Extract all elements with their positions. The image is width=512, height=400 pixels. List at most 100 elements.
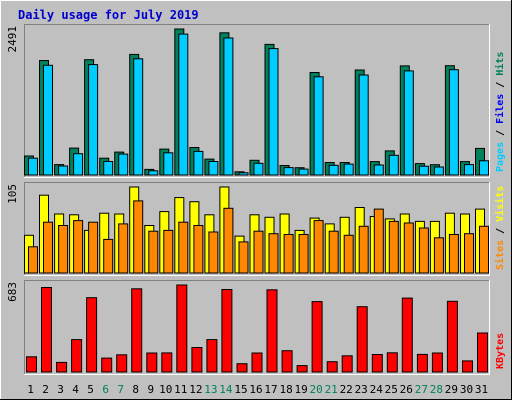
bar-kbytes-kbytes-day-5 xyxy=(86,297,98,373)
bar-visits-sites-day-29 xyxy=(448,234,459,274)
x-tick-label-day-13: 13 xyxy=(204,383,217,396)
x-tick-label-day-16: 16 xyxy=(249,383,262,396)
bar-visits-sites-day-30 xyxy=(464,233,474,274)
bar-hits-files-day-26 xyxy=(403,70,414,176)
bar-hits-files-day-18 xyxy=(283,167,294,176)
legend-part-kbytes-0: KBytes xyxy=(495,333,506,369)
legend-part-visits-2: Visits xyxy=(494,186,506,222)
x-tick-label-day-7: 7 xyxy=(117,383,124,396)
bar-hits-files-day-1 xyxy=(28,157,38,176)
bar-kbytes-kbytes-day-29 xyxy=(446,300,458,373)
bar-kbytes-kbytes-day-30 xyxy=(462,360,473,373)
bar-visits-sites-day-26 xyxy=(403,222,414,274)
bar-visits-sites-day-22 xyxy=(343,234,354,274)
bar-kbytes-kbytes-day-7 xyxy=(116,354,128,373)
x-tick-label-day-12: 12 xyxy=(189,383,202,396)
x-tick-label-day-31: 31 xyxy=(475,383,488,396)
x-tick-label-day-21: 21 xyxy=(325,383,338,396)
bar-kbytes-kbytes-day-17 xyxy=(266,289,278,373)
x-tick-label-day-28: 28 xyxy=(430,383,443,396)
bar-visits-sites-day-17 xyxy=(268,233,279,274)
bar-visits-sites-day-15 xyxy=(238,241,249,274)
bar-visits-sites-day-5 xyxy=(88,221,99,274)
legend-part-hits-1: / xyxy=(495,124,506,142)
x-tick-label-day-29: 29 xyxy=(445,383,458,396)
bar-kbytes-kbytes-day-11 xyxy=(176,284,188,373)
bar-kbytes-kbytes-day-4 xyxy=(71,339,83,373)
bar-visits-sites-day-9 xyxy=(148,230,159,274)
x-tick-label-day-4: 4 xyxy=(72,383,79,396)
x-tick-label-day-30: 30 xyxy=(460,383,473,396)
legend-visits: Sites / Visits xyxy=(494,186,506,270)
bar-kbytes-kbytes-day-24 xyxy=(371,354,383,373)
bar-visits-sites-day-2 xyxy=(43,221,53,274)
x-tick-label-day-22: 22 xyxy=(340,383,353,396)
x-tick-label-day-23: 23 xyxy=(355,383,368,396)
bar-visits-sites-day-31 xyxy=(479,225,489,274)
y-max-label-kbytes: 683 xyxy=(6,282,19,302)
bar-visits-sites-day-8 xyxy=(133,200,144,274)
bar-visits-sites-day-24 xyxy=(373,208,384,274)
legend-part-hits-4: Hits xyxy=(494,52,506,76)
legend-part-hits-3: / xyxy=(495,76,506,94)
bar-kbytes-kbytes-day-23 xyxy=(356,306,368,373)
bar-hits-files-day-8 xyxy=(133,58,144,176)
x-tick-label-day-24: 24 xyxy=(370,383,384,396)
bar-visits-sites-day-18 xyxy=(283,234,294,274)
bar-hits-files-day-11 xyxy=(178,33,189,176)
legend-kbytes: KBytes xyxy=(495,333,506,369)
bar-hits-files-day-12 xyxy=(193,150,204,176)
bar-hits-files-day-24 xyxy=(373,164,384,176)
panels-layer: 2491 Pages / Files / Hits 105 Sites / Visit… xyxy=(6,24,506,375)
bar-hits-files-day-29 xyxy=(448,69,459,176)
x-tick-label-day-9: 9 xyxy=(147,383,154,396)
bar-hits-files-day-30 xyxy=(464,164,474,176)
bar-hits-files-day-22 xyxy=(343,163,354,176)
bar-hits-files-day-17 xyxy=(268,48,279,176)
bar-kbytes-kbytes-day-16 xyxy=(251,352,263,373)
bar-kbytes-kbytes-day-22 xyxy=(341,355,353,373)
bar-hits-files-day-14 xyxy=(223,37,234,176)
bar-visits-sites-day-12 xyxy=(193,225,204,274)
bar-kbytes-kbytes-day-8 xyxy=(131,288,143,373)
bar-visits-sites-day-1 xyxy=(28,246,38,274)
panel-kbytes: 683 KBytes xyxy=(6,280,506,375)
bar-kbytes-kbytes-day-10 xyxy=(161,352,173,373)
bar-visits-sites-day-7 xyxy=(118,223,129,274)
bar-visits-sites-day-13 xyxy=(208,231,219,274)
chart-title: Daily usage for July 2019 xyxy=(18,8,199,22)
bar-visits-sites-day-23 xyxy=(358,225,369,274)
bar-hits-files-day-3 xyxy=(58,165,69,176)
legend-part-hits-2: Files xyxy=(494,94,506,124)
bar-hits-files-day-16 xyxy=(253,162,264,176)
x-tick-label-day-17: 17 xyxy=(264,383,277,396)
panel-hits: 2491 Pages / Files / Hits xyxy=(6,24,506,178)
bar-kbytes-kbytes-day-28 xyxy=(431,352,443,373)
bar-visits-sites-day-6 xyxy=(103,238,114,274)
x-tick-label-day-20: 20 xyxy=(309,383,322,396)
bar-visits-sites-day-28 xyxy=(433,237,444,274)
bar-hits-files-day-25 xyxy=(388,154,399,176)
bar-kbytes-kbytes-day-18 xyxy=(281,350,293,373)
x-tick-label-day-6: 6 xyxy=(102,383,109,396)
bar-hits-files-day-6 xyxy=(103,161,114,176)
legend-part-visits-1: / xyxy=(495,222,506,240)
panel-visits: 105 Sites / Visits xyxy=(6,182,506,276)
bar-visits-sites-day-10 xyxy=(163,229,174,274)
x-tick-label-day-26: 26 xyxy=(400,383,413,396)
bar-kbytes-kbytes-day-31 xyxy=(477,332,488,373)
bar-hits-files-day-9 xyxy=(148,170,159,176)
x-tick-label-day-27: 27 xyxy=(415,383,428,396)
x-tick-label-day-3: 3 xyxy=(57,383,64,396)
bar-visits-sites-day-3 xyxy=(58,225,69,274)
bar-kbytes-kbytes-day-14 xyxy=(221,289,233,373)
bar-kbytes-kbytes-day-20 xyxy=(311,301,323,373)
bar-visits-sites-day-27 xyxy=(418,227,429,274)
bar-hits-files-day-2 xyxy=(43,64,53,176)
legend-part-visits-0: Sites xyxy=(494,240,506,270)
bar-kbytes-kbytes-day-3 xyxy=(56,361,68,373)
x-tick-label-day-15: 15 xyxy=(234,383,247,396)
bar-kbytes-kbytes-day-2 xyxy=(41,287,52,373)
